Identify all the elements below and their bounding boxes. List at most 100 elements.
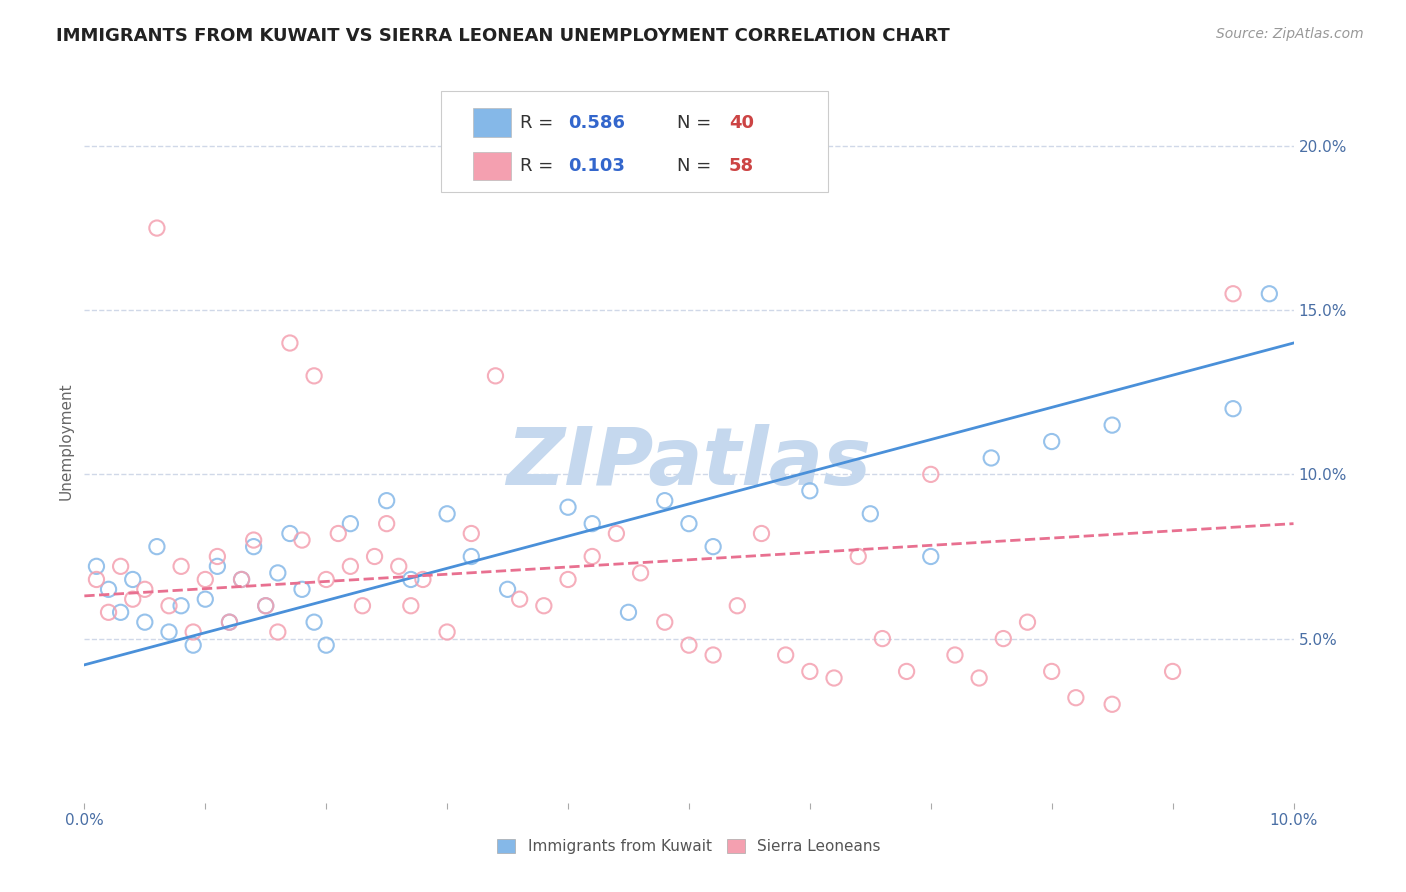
Point <box>242 533 264 547</box>
Point <box>1101 418 1123 433</box>
Point <box>157 599 180 613</box>
Point <box>581 549 603 564</box>
Point <box>339 516 361 531</box>
Point <box>388 559 411 574</box>
Point <box>181 625 204 640</box>
Text: 0.586: 0.586 <box>568 113 626 132</box>
FancyBboxPatch shape <box>472 108 512 137</box>
Point <box>121 573 143 587</box>
Point <box>231 573 253 587</box>
Point <box>799 665 821 679</box>
Point <box>617 605 640 619</box>
Point <box>339 559 361 574</box>
Point <box>97 582 120 597</box>
Point <box>557 573 579 587</box>
Point <box>181 638 204 652</box>
Text: 58: 58 <box>728 157 754 175</box>
Point <box>678 638 700 652</box>
Point <box>943 648 966 662</box>
Text: 40: 40 <box>728 113 754 132</box>
Point <box>97 605 120 619</box>
Point <box>1040 665 1063 679</box>
Text: Source: ZipAtlas.com: Source: ZipAtlas.com <box>1216 27 1364 41</box>
Point <box>110 559 132 574</box>
Point <box>170 559 193 574</box>
Point <box>315 638 337 652</box>
Point <box>242 540 264 554</box>
Point <box>254 599 277 613</box>
Point <box>146 540 169 554</box>
Point <box>1064 690 1087 705</box>
Point <box>1161 665 1184 679</box>
Point <box>872 632 894 646</box>
Point <box>302 615 325 630</box>
Point <box>267 566 290 580</box>
Point <box>267 625 290 640</box>
Point <box>254 599 277 613</box>
Point <box>278 336 301 351</box>
Point <box>328 526 350 541</box>
Point <box>352 599 374 613</box>
Point <box>170 599 193 613</box>
FancyBboxPatch shape <box>472 152 512 180</box>
Point <box>1040 434 1063 449</box>
Point <box>86 573 108 587</box>
Point <box>134 582 156 597</box>
Point <box>399 599 422 613</box>
Point <box>799 483 821 498</box>
Point <box>920 549 942 564</box>
Point <box>1222 286 1244 301</box>
Point <box>134 615 156 630</box>
Text: R =: R = <box>520 157 558 175</box>
Point <box>846 549 869 564</box>
Point <box>412 573 434 587</box>
Legend: Immigrants from Kuwait, Sierra Leoneans: Immigrants from Kuwait, Sierra Leoneans <box>491 833 887 860</box>
Point <box>207 549 229 564</box>
Point <box>436 507 458 521</box>
Point <box>533 599 555 613</box>
Point <box>375 516 398 531</box>
Y-axis label: Unemployment: Unemployment <box>58 383 73 500</box>
Point <box>218 615 240 630</box>
Point <box>460 549 482 564</box>
Point <box>496 582 519 597</box>
Point <box>231 573 253 587</box>
Point <box>967 671 990 685</box>
Point <box>291 533 314 547</box>
Point <box>980 450 1002 465</box>
Point <box>993 632 1015 646</box>
Point <box>630 566 652 580</box>
Point <box>291 582 314 597</box>
Point <box>375 493 398 508</box>
Text: 0.103: 0.103 <box>568 157 624 175</box>
Point <box>702 648 724 662</box>
Text: IMMIGRANTS FROM KUWAIT VS SIERRA LEONEAN UNEMPLOYMENT CORRELATION CHART: IMMIGRANTS FROM KUWAIT VS SIERRA LEONEAN… <box>56 27 950 45</box>
Point <box>436 625 458 640</box>
Point <box>702 540 724 554</box>
Point <box>121 592 143 607</box>
Point <box>194 592 217 607</box>
Point <box>315 573 337 587</box>
Text: ZIPatlas: ZIPatlas <box>506 425 872 502</box>
Point <box>484 368 506 383</box>
Point <box>557 500 579 515</box>
Point <box>110 605 132 619</box>
Point <box>399 573 422 587</box>
Text: N =: N = <box>676 113 717 132</box>
Point <box>1017 615 1039 630</box>
Point <box>1258 286 1281 301</box>
Point <box>920 467 942 482</box>
Point <box>581 516 603 531</box>
Point <box>218 615 240 630</box>
Point <box>859 507 882 521</box>
Point <box>654 615 676 630</box>
Point <box>278 526 301 541</box>
Point <box>823 671 845 685</box>
Point <box>207 559 229 574</box>
Point <box>363 549 385 564</box>
Point <box>460 526 482 541</box>
Point <box>751 526 773 541</box>
Point <box>896 665 918 679</box>
Point <box>146 221 169 235</box>
Point <box>1222 401 1244 416</box>
